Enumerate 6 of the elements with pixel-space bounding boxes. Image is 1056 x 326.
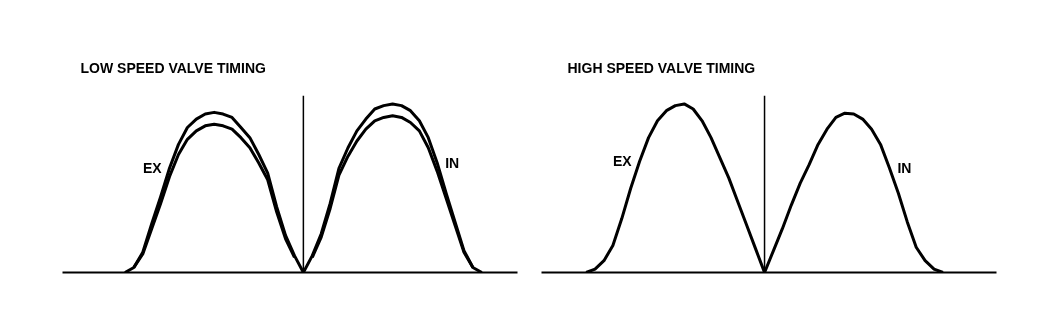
chart-title: LOW SPEED VALVE TIMING <box>80 59 266 76</box>
series-label: IN <box>897 159 912 176</box>
series-label: IN <box>445 154 460 171</box>
chart-title: HIGH SPEED VALVE TIMING <box>567 59 756 76</box>
series-label: EX <box>612 153 633 170</box>
series-label: EX <box>142 159 163 176</box>
